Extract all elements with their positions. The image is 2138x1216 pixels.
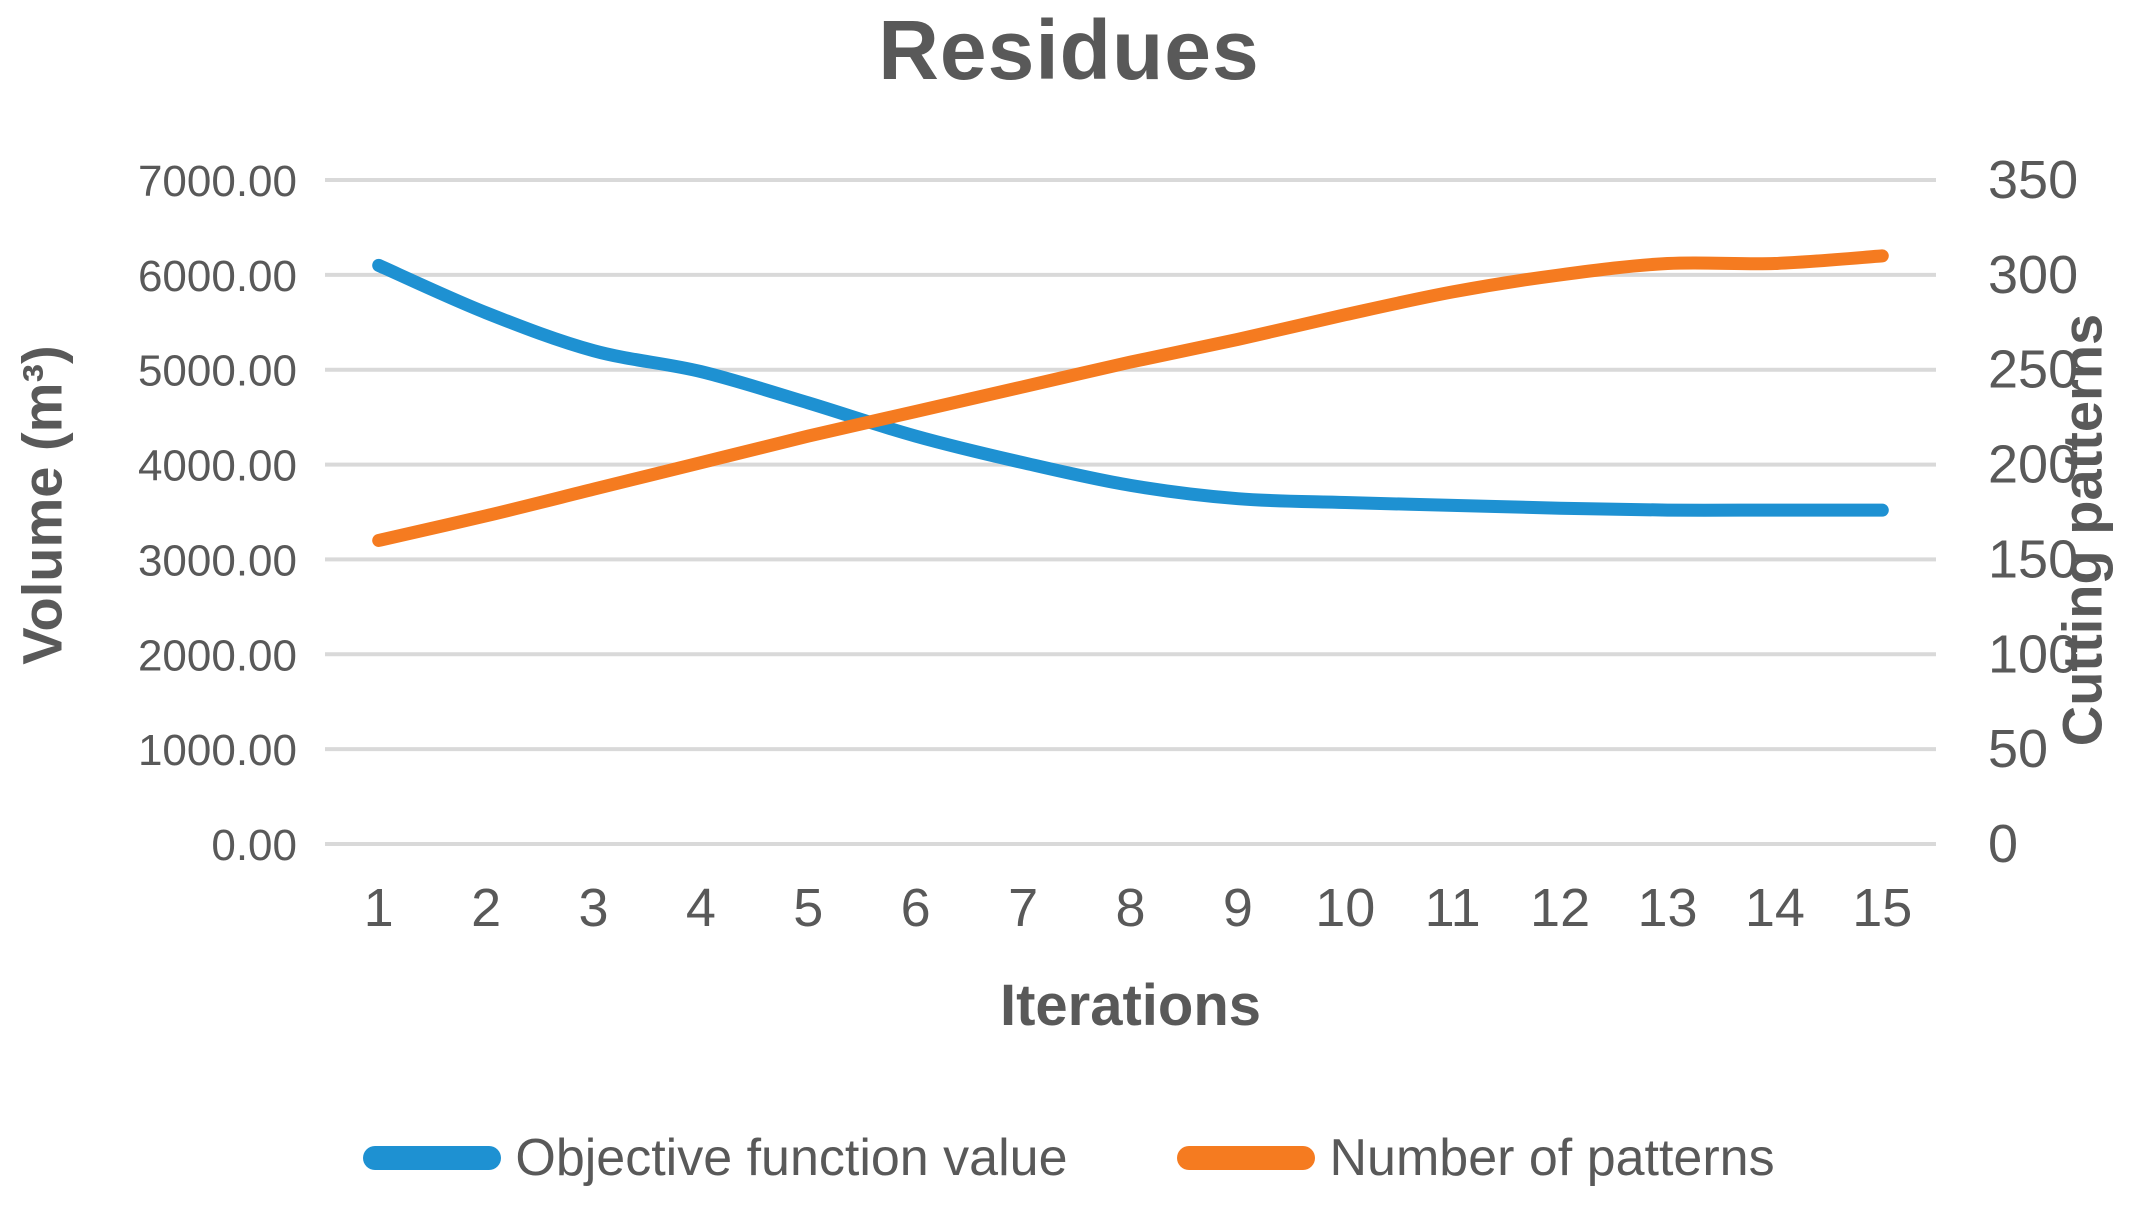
right-axis-tick-label: 350 [1988, 150, 2078, 210]
x-axis-tick-label: 15 [1852, 878, 1912, 938]
x-axis-tick-label: 4 [686, 878, 716, 938]
x-axis-tick-label: 5 [793, 878, 823, 938]
legend: Objective function value Number of patte… [0, 1128, 2138, 1188]
chart-title: Residues [878, 3, 1260, 97]
x-axis-tick-label: 6 [901, 878, 931, 938]
left-axis-tick-label: 7000.00 [138, 157, 297, 206]
right-axis-tick-label: 200 [1988, 435, 2078, 495]
left-axis-tick-label: 3000.00 [138, 536, 297, 585]
left-axis-tick-label: 2000.00 [138, 631, 297, 680]
legend-label: Objective function value [515, 1129, 1068, 1187]
left-axis-tick-label: 0.00 [211, 821, 297, 870]
x-axis-tick-label: 1 [364, 878, 394, 938]
x-axis-tick-label: 13 [1637, 878, 1697, 938]
left-axis-tick-label: 4000.00 [138, 442, 297, 491]
right-axis-tick-label: 0 [1988, 814, 2018, 874]
right-axis-tick-label: 250 [1988, 340, 2078, 400]
x-axis-title: Iterations [999, 973, 1262, 1038]
x-axis-tick-label: 9 [1223, 878, 1253, 938]
left-axis-tick-label: 5000.00 [138, 347, 297, 396]
x-axis-tick-label: 7 [1008, 878, 1038, 938]
x-axis-tick-label: 2 [471, 878, 501, 938]
x-axis-tick-label: 10 [1315, 878, 1375, 938]
left-axis-tick-label: 6000.00 [138, 252, 297, 301]
x-axis-tick-label: 8 [1115, 878, 1145, 938]
legend-label: Number of patterns [1329, 1129, 1775, 1187]
right-axis-tick-label: 150 [1988, 529, 2078, 589]
right-axis-tick-label: 100 [1988, 624, 2078, 684]
legend-item-objective-function-value[interactable]: Objective function value [363, 1128, 1067, 1188]
left-axis-tick-label: 1000.00 [138, 726, 297, 775]
series-line-number-of-patterns [372, 249, 1889, 547]
series-line-objective-function-value [372, 258, 1889, 517]
x-axis-tick-label: 12 [1530, 878, 1590, 938]
x-axis-tick-label: 3 [578, 878, 608, 938]
x-axis-tick-label: 14 [1745, 878, 1805, 938]
legend-swatch-orange-line [1177, 1146, 1316, 1170]
x-axis-tick-label: 11 [1425, 878, 1481, 938]
legend-item-number-of-patterns[interactable]: Number of patterns [1177, 1128, 1775, 1188]
right-axis-tick-label: 50 [1988, 719, 2048, 779]
right-axis-tick-label: 300 [1988, 245, 2078, 305]
legend-swatch-blue-line [363, 1146, 502, 1170]
